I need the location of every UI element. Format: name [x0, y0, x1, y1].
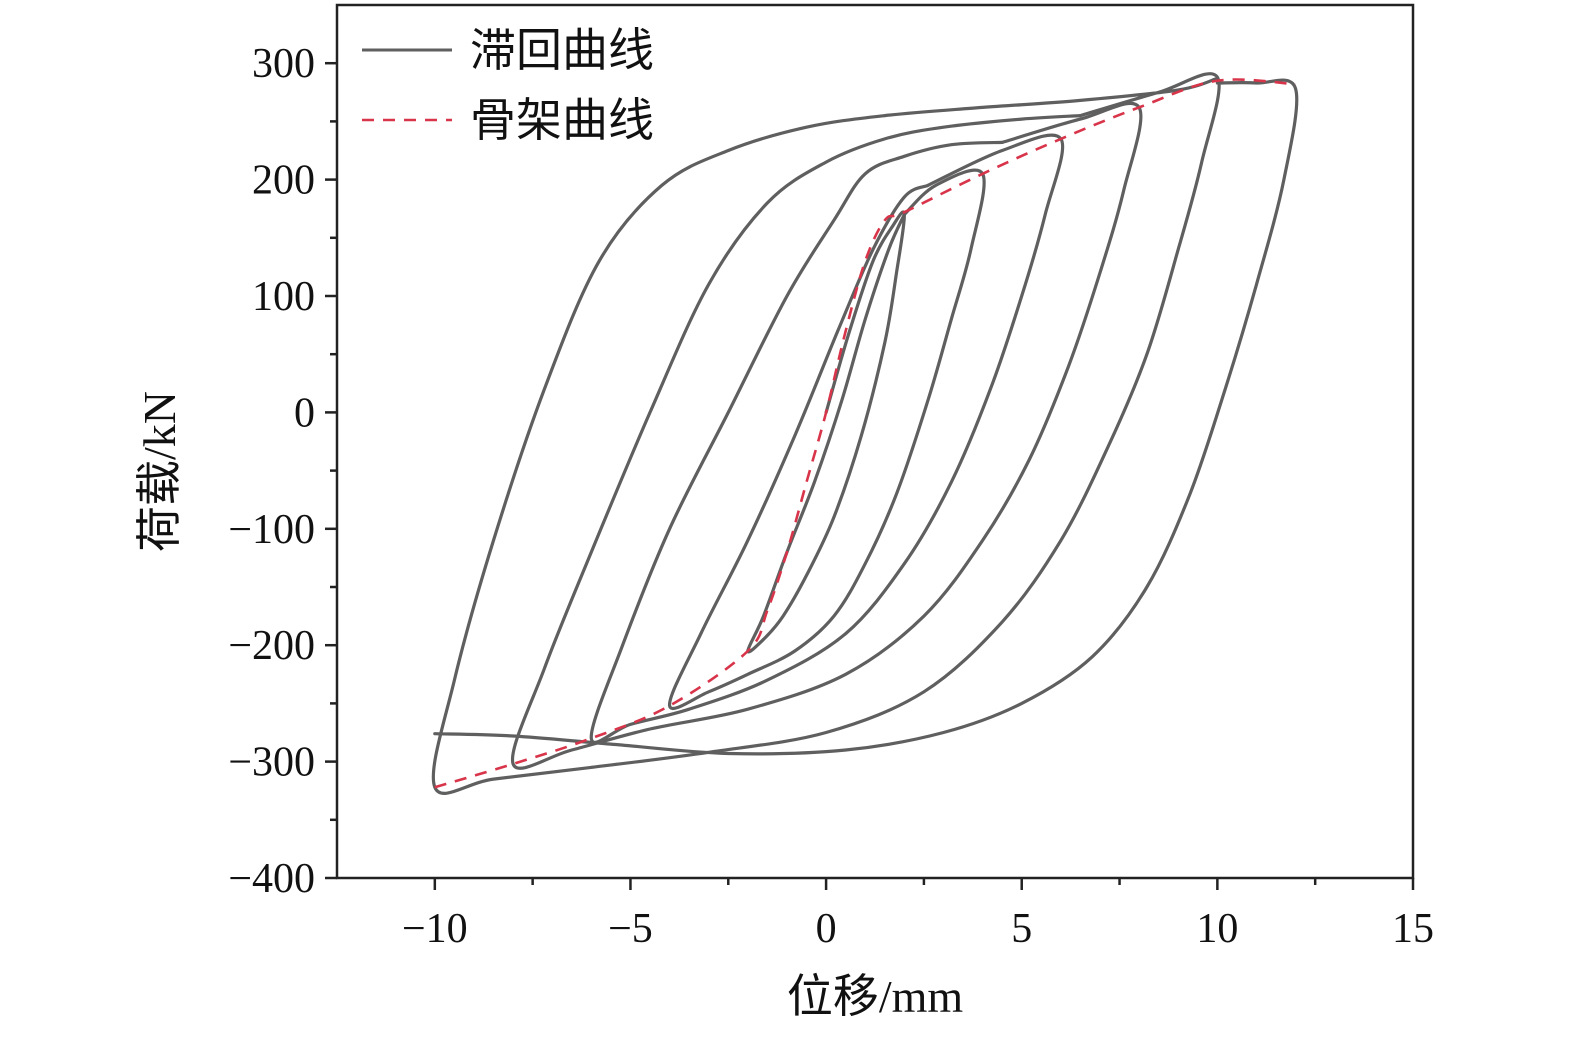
legend-label-hysteresis: 滞回曲线 [470, 25, 654, 76]
hysteresis-loop-4 [510, 101, 1143, 770]
x-tick-label: 15 [1392, 906, 1434, 952]
y-tick-label: 200 [252, 158, 315, 204]
x-tick-label: −5 [608, 906, 653, 952]
series-layer [431, 72, 1299, 795]
x-tick-label: 10 [1196, 906, 1238, 952]
x-tick-label: 0 [816, 906, 837, 952]
y-tick-label: −100 [228, 507, 315, 553]
hysteresis-loop-1 [746, 210, 906, 654]
y-axis-title: 荷载/kN [134, 391, 185, 552]
hysteresis-loop-2 [668, 168, 986, 710]
skeleton-curve-line [434, 78, 1296, 789]
plot-frame [335, 3, 1415, 880]
y-tick-label: −200 [228, 623, 315, 669]
y-axis: −400 −300 −200 −100 0 100 200 300 [228, 41, 337, 902]
hysteresis-loop-6 [433, 78, 1299, 756]
hysteresis-loop-5 [431, 72, 1221, 795]
legend-label-skeleton: 骨架曲线 [470, 95, 654, 146]
x-tick-label: 5 [1011, 906, 1032, 952]
legend: 滞回曲线 骨架曲线 [362, 25, 654, 146]
x-axis: −10 −5 0 5 10 15 [402, 878, 1434, 952]
y-tick-label: 300 [252, 41, 315, 87]
y-tick-label: 0 [294, 390, 315, 436]
y-tick-label: 100 [252, 274, 315, 320]
hysteresis-loop-3 [589, 133, 1065, 744]
x-axis-title: 位移/mm [787, 971, 964, 1022]
y-tick-label: −300 [228, 740, 315, 786]
x-tick-label: −10 [402, 906, 468, 952]
y-tick-label: −400 [228, 856, 315, 902]
